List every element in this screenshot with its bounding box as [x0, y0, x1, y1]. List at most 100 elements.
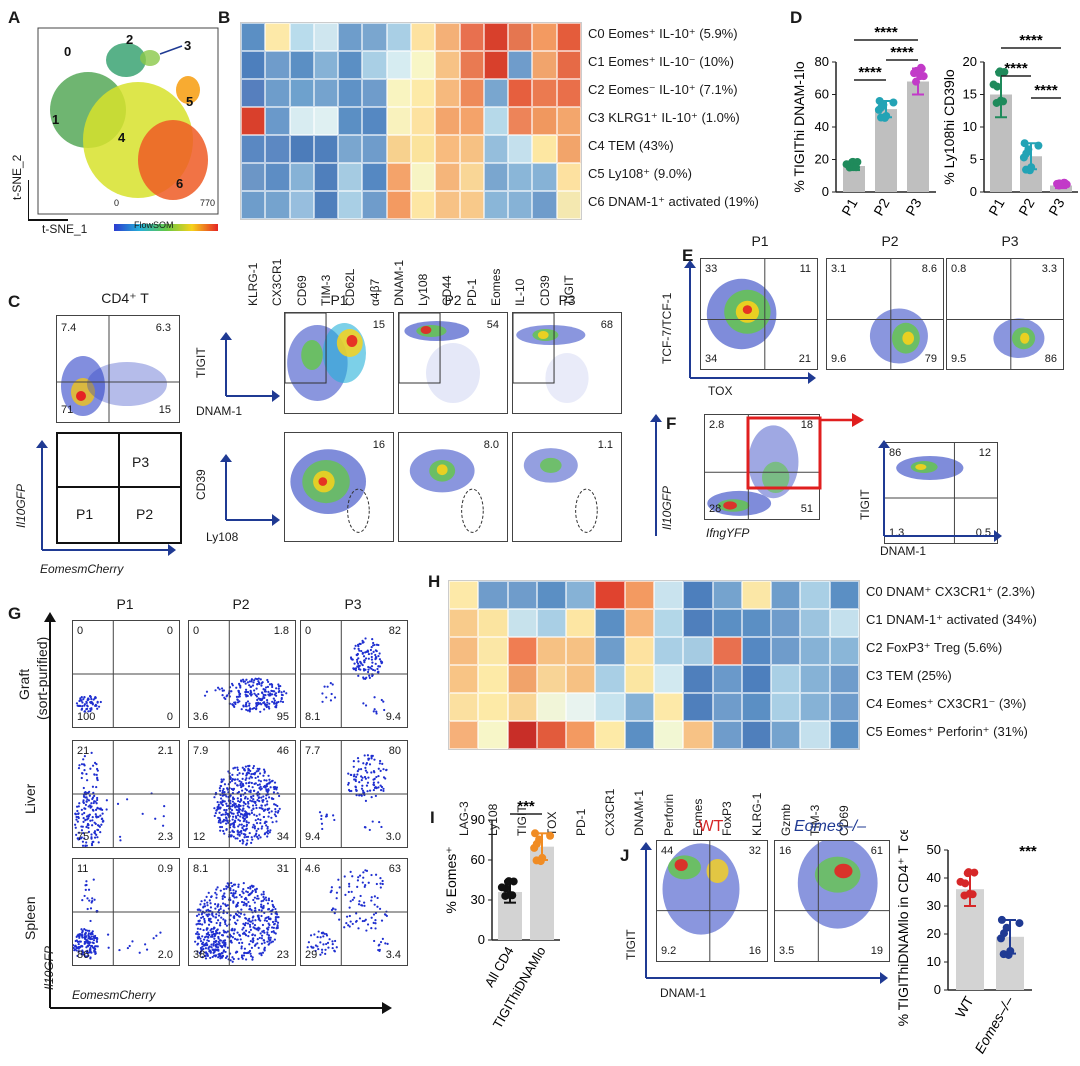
heatmap-cell	[508, 51, 533, 79]
gate-value: 15	[372, 319, 385, 331]
heatmap-cell	[435, 51, 460, 79]
data-point	[1006, 946, 1015, 955]
heatmap-cell	[712, 693, 742, 721]
j-ko-facs: 16 61 3.5 19	[774, 840, 890, 962]
data-point	[509, 877, 518, 886]
category-label: P1	[985, 195, 1008, 218]
category-label: P3	[902, 195, 925, 218]
y-tick-label: 90	[471, 812, 485, 827]
heatmap-cell	[771, 581, 801, 609]
data-point	[1000, 929, 1009, 938]
quad-ul: 7.4	[61, 322, 77, 334]
heatmap-cell	[313, 107, 339, 135]
heatmap-cell	[483, 23, 509, 51]
j-axes	[640, 842, 888, 984]
tsne-plot: 0 1 2 3 4 5 6	[28, 27, 219, 231]
gate-value: 1.1	[597, 439, 613, 451]
heatmap-row-label: C5 Ly108⁺ (9.0%)	[588, 166, 692, 181]
c-cd39-plot: 16	[284, 432, 394, 542]
g-facs-plot: 7.9 46 12 34	[188, 740, 296, 848]
heatmap-cell	[800, 581, 830, 609]
quadrant-value: 2.8	[709, 419, 725, 431]
heatmap-cell	[386, 23, 411, 51]
quadrant-value: 18	[800, 419, 813, 431]
heatmap-cell	[532, 107, 557, 135]
heatmap-cell	[536, 609, 567, 637]
heatmap-row-label: C0 Eomes⁺ IL-10⁺ (5.9%)	[588, 26, 738, 41]
quadrant-value: 8.1	[305, 711, 321, 723]
c-tigit-plot: 54	[398, 312, 508, 414]
quadrant-value: 95	[276, 711, 289, 723]
heatmap-cell	[741, 581, 772, 609]
data-point	[970, 868, 979, 877]
heatmap-cell	[386, 135, 411, 163]
category-label: P2	[870, 195, 893, 218]
heatmap-cell	[241, 191, 266, 219]
e-col-p3: P3	[1001, 233, 1019, 249]
schema-p1: P1	[76, 506, 94, 522]
quadrant-value: 28	[709, 503, 722, 515]
heatmap-cell	[449, 609, 479, 637]
j-x-axis: DNAM-1	[660, 986, 707, 1000]
f-left-facs: 2.8 18 28 51	[704, 414, 820, 520]
heatmap-row-label: C1 Eomes⁺ IL-10⁻ (10%)	[588, 54, 734, 69]
c-row-axes	[220, 332, 280, 526]
c-row1-y: TIGIT	[194, 347, 208, 378]
quadrant-value: 38	[193, 949, 206, 961]
heatmap-cell	[683, 693, 713, 721]
heatmap-cell	[556, 51, 581, 79]
heatmap-cell	[435, 79, 460, 107]
cluster-label-1: 1	[52, 112, 59, 127]
panel-label-g: G	[8, 604, 22, 623]
heatmap-cell	[338, 163, 363, 191]
heatmap-cell	[386, 79, 411, 107]
data-point	[508, 891, 517, 900]
quad-lr: 15	[158, 404, 171, 416]
quadrant-value: 63	[388, 863, 401, 875]
heatmap-cell	[532, 135, 557, 163]
c-col-p3: P3	[558, 292, 576, 308]
heatmap-cell	[712, 581, 742, 609]
category-label: P2	[1015, 195, 1038, 218]
heatmap-cell	[536, 665, 567, 693]
panel-label-f: F	[666, 414, 677, 433]
quadrant-value: 86	[77, 949, 90, 961]
heatmap-cell	[459, 51, 484, 79]
heatmap-cell	[508, 163, 533, 191]
data-point	[852, 163, 861, 172]
g-col-p1: P1	[116, 596, 134, 612]
quadrant-value: 9.4	[305, 831, 321, 843]
quadrant-value: 9.2	[661, 945, 677, 957]
heatmap-b	[240, 22, 582, 220]
heatmap-row-label: C4 Eomes⁺ CX3CR1⁻ (3%)	[866, 696, 1027, 711]
y-tick-label: 50	[927, 842, 941, 857]
f-y-right: TIGIT	[858, 489, 872, 520]
heatmap-row-label: C2 Eomes⁻ IL-10⁺ (7.1%)	[588, 82, 738, 97]
heatmap-cell	[508, 135, 533, 163]
heatmap-cell	[771, 721, 801, 749]
data-point	[989, 80, 998, 89]
quadrant-value: 11	[77, 863, 89, 875]
sig-label: ****	[874, 24, 898, 41]
chart-d-left: 0 20 40 60 80 P1 P2 P3 % TIGIThi DNAM-1lo **** ***…	[791, 24, 936, 218]
data-point	[1015, 919, 1024, 928]
quadrant-value: 7.9	[193, 745, 209, 757]
heatmap-cell	[800, 693, 830, 721]
heatmap-cell	[449, 581, 479, 609]
e-col-p1: P1	[751, 233, 769, 249]
schema-p3: P3	[132, 454, 150, 470]
heatmap-row-label: C0 DNAM⁺ CX3CR1⁺ (2.3%)	[866, 584, 1036, 599]
heatmap-cell	[265, 163, 290, 191]
heatmap-cell	[712, 721, 742, 749]
y-tick-label: 5	[970, 152, 977, 167]
heatmap-cell	[595, 637, 625, 665]
g-facs-plot: 7.7 80 9.4 3.0	[300, 740, 408, 848]
e-x-axis: TOX	[708, 384, 733, 398]
heatmap-cell	[289, 51, 314, 79]
quadrant-value: 3.0	[385, 831, 401, 843]
heatmap-cell	[507, 721, 537, 749]
heatmap-cell	[595, 693, 625, 721]
heatmap-cell	[289, 191, 314, 219]
heatmap-cell	[556, 79, 581, 107]
